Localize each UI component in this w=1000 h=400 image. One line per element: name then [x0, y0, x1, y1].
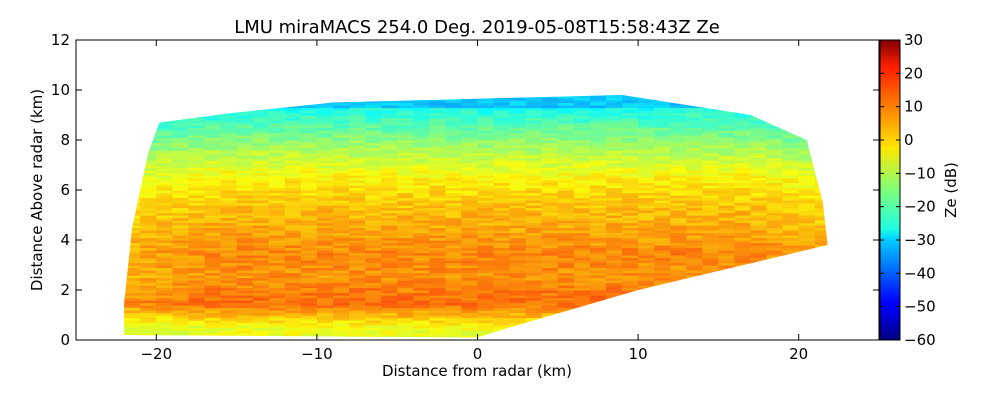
x-tick-label: 10: [629, 345, 648, 363]
x-tick-label: 20: [789, 345, 808, 363]
y-tick-label: 6: [60, 181, 70, 199]
colorbar-ticks: 30 20 10 0 −10 −20 −30 −40 −50 −60: [880, 31, 936, 349]
y-tick-label: 8: [60, 131, 70, 149]
colorbar-tick-label: −40: [904, 264, 936, 282]
y-tick-label: 4: [60, 231, 70, 249]
colorbar-tick-label: 20: [904, 64, 923, 82]
x-tick-label: −10: [301, 345, 333, 363]
colorbar-tick-label: −50: [904, 298, 936, 316]
x-axis-label: Distance from radar (km): [382, 362, 572, 380]
y-tick-label: 2: [60, 281, 70, 299]
y-tick-label: 0: [60, 331, 70, 349]
plot-area: [76, 40, 879, 340]
y-axis: 0 2 4 6 8 10 12: [51, 31, 879, 349]
colorbar-tick-label: −20: [904, 198, 936, 216]
colorbar-label: Ze (dB): [942, 162, 960, 218]
colorbar-tick-label: −60: [904, 331, 936, 349]
colorbar-tick-label: −30: [904, 231, 936, 249]
colorbar-tick-label: 0: [904, 131, 914, 149]
colorbar: [879, 39, 901, 341]
x-tick-label: 0: [473, 345, 483, 363]
y-axis-label: Distance Above radar (km): [28, 89, 46, 291]
colorbar-tick-label: 30: [904, 31, 923, 49]
colorbar-tick-label: 10: [904, 98, 923, 116]
x-axis: −20 −10 0 10 20: [140, 40, 808, 363]
x-tick-label: −20: [140, 345, 172, 363]
chart-title: LMU miraMACS 254.0 Deg. 2019-05-08T15:58…: [234, 17, 720, 38]
colorbar-tick-label: −10: [904, 164, 936, 182]
y-tick-label: 12: [51, 31, 70, 49]
y-tick-label: 10: [51, 81, 70, 99]
